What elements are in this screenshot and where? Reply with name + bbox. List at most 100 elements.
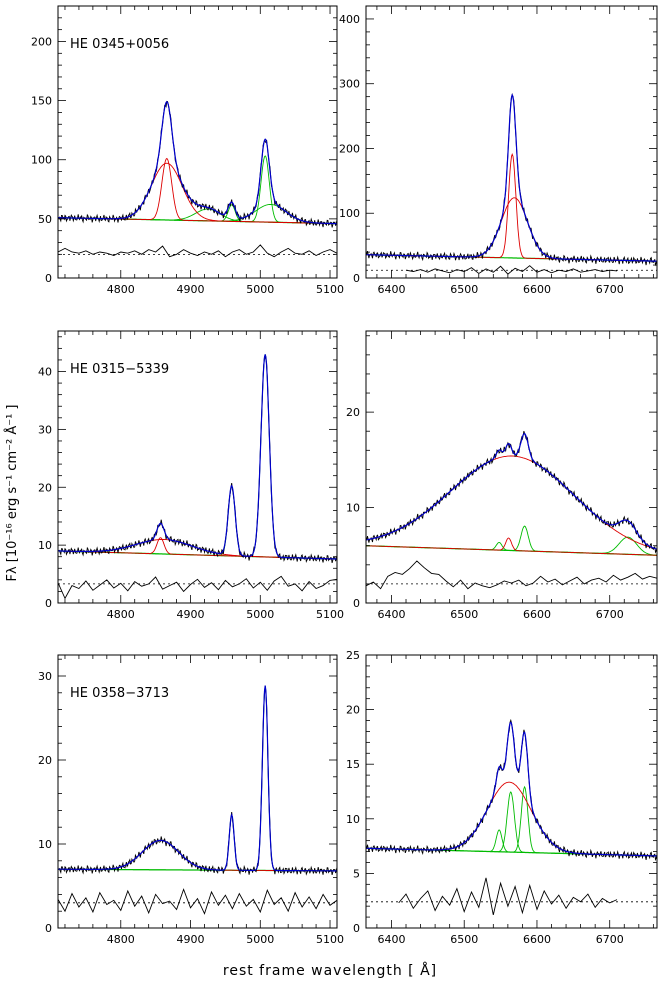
x-tick-label-2: 6600 — [523, 283, 551, 296]
total-model-fit — [366, 93, 657, 262]
broad-component-1 — [58, 157, 337, 225]
broad-component-1 — [366, 537, 657, 556]
total-model-fit — [58, 100, 337, 225]
residual-spectrum — [58, 575, 337, 600]
x-tick-label-1: 4900 — [177, 933, 205, 946]
y-tick-label-1: 5 — [353, 867, 360, 880]
x-tick-label-3: 6700 — [596, 608, 624, 621]
y-axis-label: Fλ [10⁻¹⁶ erg s⁻¹ cm⁻² Å⁻¹ ] — [4, 405, 20, 582]
x-tick-label-3: 6700 — [596, 933, 624, 946]
observed-spectrum — [366, 718, 657, 862]
narrow-component-1 — [58, 354, 337, 560]
narrow-component-2 — [366, 785, 657, 857]
y-tick-label-1: 10 — [346, 502, 360, 515]
panel-frame — [365, 654, 658, 929]
y-tick-label-4: 40 — [38, 366, 52, 379]
panel-frame — [57, 654, 338, 929]
residual-spectrum — [405, 265, 618, 275]
y-tick-label-1: 100 — [339, 207, 360, 220]
x-tick-label-2: 5000 — [246, 608, 274, 621]
broad-component-1 — [366, 152, 657, 262]
x-tick-label-2: 5000 — [246, 283, 274, 296]
narrow-component-2 — [366, 536, 657, 556]
observed-spectrum — [366, 92, 657, 267]
panel-frame — [365, 5, 658, 279]
x-tick-label-0: 4800 — [107, 608, 135, 621]
residual-spectrum — [58, 888, 337, 915]
total-model-fit — [366, 432, 657, 550]
object-name-label: HE 0358−3713 — [70, 686, 169, 701]
panel-frame — [365, 330, 658, 604]
broad-component-0 — [366, 455, 657, 550]
y-tick-label-0: 0 — [353, 272, 360, 285]
x-tick-label-1: 6500 — [450, 608, 478, 621]
plot-area — [58, 354, 337, 600]
x-tick-label-2: 5000 — [246, 933, 274, 946]
observed-spectrum — [58, 100, 337, 228]
panel-he0345-hbeta: 4800 4900 5000 5100 0 50 100 150 200 HE 0345+0056 — [31, 5, 344, 296]
plot-area — [366, 92, 657, 275]
panel-he0358-hbeta: 4800 4900 5000 5100 0 10 20 30 HE 0358−3713 — [38, 654, 344, 946]
y-tick-label-3: 30 — [38, 670, 52, 683]
total-model-fit — [366, 721, 657, 857]
y-tick-label-5: 25 — [346, 649, 360, 662]
y-tick-label-2: 200 — [339, 142, 360, 155]
x-tick-label-1: 4900 — [177, 283, 205, 296]
object-name-label: HE 0345+0056 — [70, 37, 169, 52]
y-tick-label-4: 200 — [31, 35, 52, 48]
x-tick-label-1: 4900 — [177, 608, 205, 621]
y-tick-label-0: 0 — [45, 922, 52, 935]
y-tick-label-2: 100 — [31, 154, 52, 167]
y-tick-label-2: 20 — [38, 754, 52, 767]
y-tick-label-3: 300 — [339, 78, 360, 91]
x-tick-label-2: 6600 — [523, 933, 551, 946]
y-tick-label-2: 10 — [346, 813, 360, 826]
x-tick-label-0: 4800 — [107, 283, 135, 296]
x-tick-label-0: 6400 — [377, 283, 405, 296]
y-tick-label-0: 0 — [353, 597, 360, 610]
x-tick-label-2: 6600 — [523, 608, 551, 621]
residual-spectrum — [366, 560, 657, 590]
y-tick-label-2: 20 — [346, 406, 360, 419]
panel-frame — [57, 5, 338, 279]
panel-he0345-halpha: 6400 6500 6600 6700 0 100 200 300 400 — [339, 5, 658, 296]
y-tick-label-3: 30 — [38, 423, 52, 436]
x-tick-label-1: 6500 — [450, 283, 478, 296]
y-tick-label-4: 20 — [346, 704, 360, 717]
plot-area — [366, 718, 657, 916]
panel-frame — [57, 330, 338, 604]
broad-component-0 — [366, 197, 657, 262]
plot-area — [58, 100, 337, 258]
x-tick-label-1: 6500 — [450, 933, 478, 946]
total-model-fit — [58, 685, 337, 872]
residual-spectrum — [398, 877, 618, 916]
y-tick-label-3: 150 — [31, 95, 52, 108]
narrow-component-1 — [366, 791, 657, 857]
x-axis-label: rest frame wavelength [ Å] — [223, 962, 437, 979]
y-tick-label-0: 0 — [45, 272, 52, 285]
x-tick-label-3: 6700 — [596, 283, 624, 296]
x-tick-label-0: 6400 — [377, 608, 405, 621]
x-tick-label-3: 5100 — [316, 933, 344, 946]
x-tick-label-0: 4800 — [107, 933, 135, 946]
plot-area — [58, 685, 337, 915]
panel-he0315-halpha: 6400 6500 6600 6700 0 10 20 — [346, 330, 658, 621]
narrow-component-1 — [58, 685, 337, 872]
panel-he0358-halpha: 6400 6500 6600 6700 0 5 10 15 20 25 — [346, 649, 658, 946]
x-tick-label-0: 6400 — [377, 933, 405, 946]
y-tick-label-3: 15 — [346, 758, 360, 771]
object-name-label: HE 0315−5339 — [70, 362, 169, 377]
broad-component-0 — [58, 162, 337, 225]
panel-he0315-hbeta: 4800 4900 5000 5100 0 10 20 30 40 HE 0315−5339 — [38, 330, 344, 621]
observed-spectrum — [58, 356, 337, 564]
y-tick-label-4: 400 — [339, 13, 360, 26]
y-tick-label-0: 0 — [45, 597, 52, 610]
y-tick-label-0: 0 — [353, 922, 360, 935]
residual-spectrum — [58, 244, 337, 258]
y-tick-label-1: 10 — [38, 539, 52, 552]
plot-area — [366, 430, 657, 590]
x-tick-label-3: 5100 — [316, 608, 344, 621]
y-tick-label-1: 50 — [38, 213, 52, 226]
narrow-component-0 — [58, 813, 337, 872]
